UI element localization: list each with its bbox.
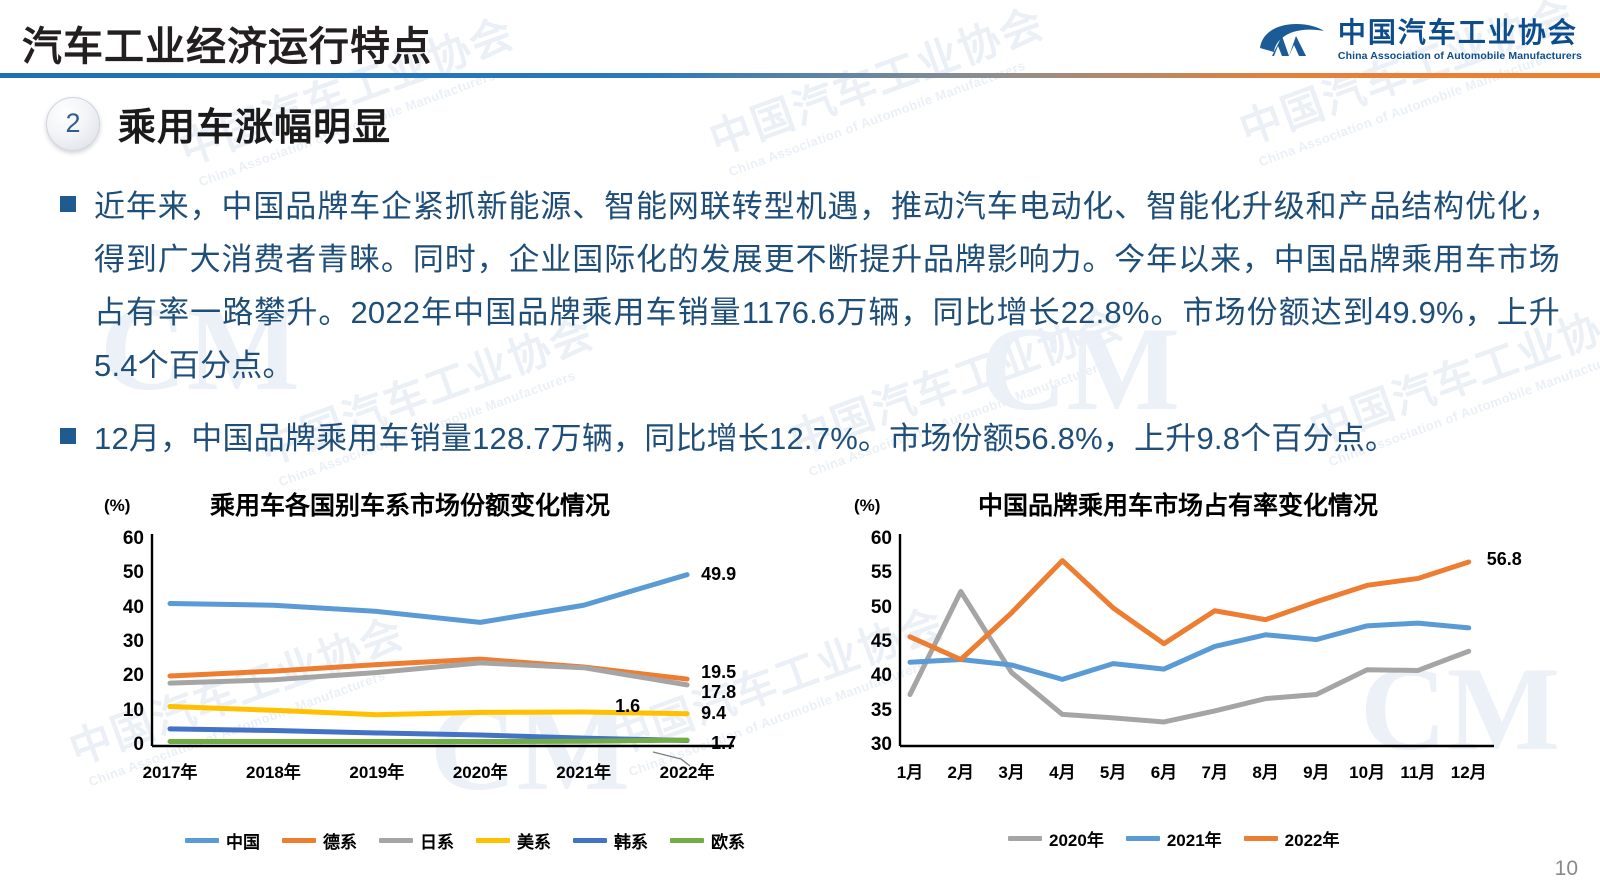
bullet-marker-icon xyxy=(60,196,76,212)
legend-label: 欧系 xyxy=(711,833,745,852)
legend-item-5[interactable]: 韩系 xyxy=(573,828,648,853)
chart-x-tick: 4月 xyxy=(1049,763,1076,782)
page-title: 汽车工业经济运行特点 xyxy=(22,25,432,69)
legend-item-2[interactable]: 2021年 xyxy=(1125,826,1222,851)
legend-label: 日系 xyxy=(420,833,454,852)
legend-swatch-icon xyxy=(282,838,316,843)
legend-item-3[interactable]: 2022年 xyxy=(1243,826,1340,851)
chart-x-tick: 2月 xyxy=(947,763,975,782)
legend-swatch-icon xyxy=(1125,836,1160,841)
page-number: 10 xyxy=(1554,857,1578,880)
chart-x-tick: 2018年 xyxy=(245,763,301,782)
chart-title: 中国品牌乘用车市场占有率变化情况 xyxy=(977,492,1378,520)
chart-x-tick: 2017年 xyxy=(142,763,198,782)
chart-x-tick: 6月 xyxy=(1150,763,1178,782)
slide-header: 汽车工业经济运行特点 中国汽车工业协会 China Association of… xyxy=(0,0,1600,78)
chart-legend: 2020年 2021年 2022年 xyxy=(1008,826,1339,851)
section-number-badge: 2 xyxy=(46,96,100,151)
chart-x-tick: 10月 xyxy=(1349,763,1386,782)
list-item: 近年来，中国品牌车企紧抓新能源、智能网联转型机遇，推动汽车电动化、智能化升级和产… xyxy=(60,180,1560,392)
legend-item-1[interactable]: 2020年 xyxy=(1008,826,1104,851)
chart-y-tick: 10 xyxy=(122,699,144,721)
chart-data-label: 19.5 xyxy=(701,662,737,683)
chart-x-tick: 12月 xyxy=(1450,763,1487,782)
chart-data-label: 49.9 xyxy=(701,563,737,584)
legend-item-2[interactable]: 德系 xyxy=(282,828,357,853)
legend-swatch-icon xyxy=(1243,836,1278,841)
chart-y-tick: 30 xyxy=(870,734,892,755)
legend-item-4[interactable]: 美系 xyxy=(476,828,551,853)
legend-swatch-icon xyxy=(670,838,704,843)
chart-x-tick: 1月 xyxy=(896,763,924,782)
section-heading: 2 乘用车涨幅明显 xyxy=(46,96,391,151)
bullet-marker-icon xyxy=(60,428,76,444)
chart-x-tick: 2020年 xyxy=(452,763,508,782)
chart-plot-area xyxy=(150,534,734,767)
chart-y-tick: 45 xyxy=(870,631,892,652)
chart-data-label: 56.8 xyxy=(1486,548,1522,569)
chart-y-tick: 60 xyxy=(122,528,144,549)
chart-y-tick: 50 xyxy=(870,596,892,618)
legend-label: 德系 xyxy=(323,833,357,852)
legend-item-1[interactable]: 中国 xyxy=(185,828,260,853)
chart-legend: 中国 德系 日系 美系 韩系 欧系 xyxy=(185,828,745,853)
legend-swatch-icon xyxy=(185,838,219,843)
chart-title: 乘用车各国别车系市场份额变化情况 xyxy=(209,492,610,520)
chart-y-tick: 40 xyxy=(122,596,144,618)
chart-x-tick: 2021年 xyxy=(556,763,612,782)
chart-unit-label: (%) xyxy=(854,496,881,515)
chart-y-tick: 35 xyxy=(870,699,892,721)
chart-y-tick: 40 xyxy=(870,665,892,687)
chart-data-label: 17.8 xyxy=(701,681,737,702)
legend-label: 2022年 xyxy=(1284,831,1340,850)
legend-swatch-icon xyxy=(573,838,607,843)
chart-data-label: 9.4 xyxy=(701,702,727,723)
legend-swatch-icon xyxy=(1008,836,1042,841)
organization-logo: 中国汽车工业协会 China Association of Automobile… xyxy=(1256,14,1582,66)
chart-x-tick: 7月 xyxy=(1201,763,1228,782)
chart-data-label: 1.6 xyxy=(615,695,641,716)
chart-y-tick: 55 xyxy=(870,562,892,584)
header-divider xyxy=(0,73,1600,78)
legend-swatch-icon xyxy=(379,838,413,843)
chart-unit-label: (%) xyxy=(104,496,131,515)
chart-x-tick: 5月 xyxy=(1099,763,1127,782)
section-title: 乘用车涨幅明显 xyxy=(118,107,392,149)
bullet-text: 12月，中国品牌乘用车销量128.7万辆，同比增长12.7%。市场份额56.8%… xyxy=(94,421,1397,456)
chart-x-tick: 8月 xyxy=(1252,763,1279,782)
chart-y-tick: 30 xyxy=(122,631,144,652)
chart-y-tick: 0 xyxy=(133,734,144,755)
logo-name-cn: 中国汽车工业协会 xyxy=(1337,16,1578,48)
chart-china-brand-share: (%) 中国品牌乘用车市场占有率变化情况 2020年 2021年 2022年 30 3… xyxy=(838,478,1538,868)
chart-y-tick: 50 xyxy=(122,562,144,584)
logo-name-en: China Association of Automobile Manufact… xyxy=(1337,49,1582,62)
legend-label: 中国 xyxy=(226,833,260,852)
chart-x-tick: 9月 xyxy=(1303,763,1330,782)
legend-label: 2021年 xyxy=(1166,831,1222,850)
legend-item-6[interactable]: 欧系 xyxy=(670,828,745,853)
chart-x-tick: 2022年 xyxy=(659,763,715,782)
chart-data-label: 1.7 xyxy=(711,733,737,754)
caam-logo-icon xyxy=(1259,24,1324,56)
list-item: 12月，中国品牌乘用车销量128.7万辆，同比增长12.7%。市场份额56.8%… xyxy=(60,412,1560,465)
bullet-text: 近年来，中国品牌车企紧抓新能源、智能网联转型机遇，推动汽车电动化、智能化升级和产… xyxy=(94,189,1560,383)
legend-label: 韩系 xyxy=(614,833,648,852)
legend-swatch-icon xyxy=(476,838,510,843)
legend-item-3[interactable]: 日系 xyxy=(379,828,454,853)
legend-label: 2020年 xyxy=(1049,831,1104,850)
chart-plot-area xyxy=(898,534,1494,748)
chart-y-tick: 20 xyxy=(122,665,144,687)
legend-label: 美系 xyxy=(517,833,551,852)
chart-x-tick: 3月 xyxy=(998,763,1025,782)
chart-passenger-car-country-share: (%) 乘用车各国别车系市场份额变化情况 中国 德系 日系 美系 韩系 欧系 0 10 20 3… xyxy=(90,478,770,868)
chart-y-tick: 60 xyxy=(870,528,892,549)
chart-x-tick: 2019年 xyxy=(349,763,405,782)
chart-x-tick: 11月 xyxy=(1400,763,1436,782)
bullet-list: 近年来，中国品牌车企紧抓新能源、智能网联转型机遇，推动汽车电动化、智能化升级和产… xyxy=(60,180,1560,485)
